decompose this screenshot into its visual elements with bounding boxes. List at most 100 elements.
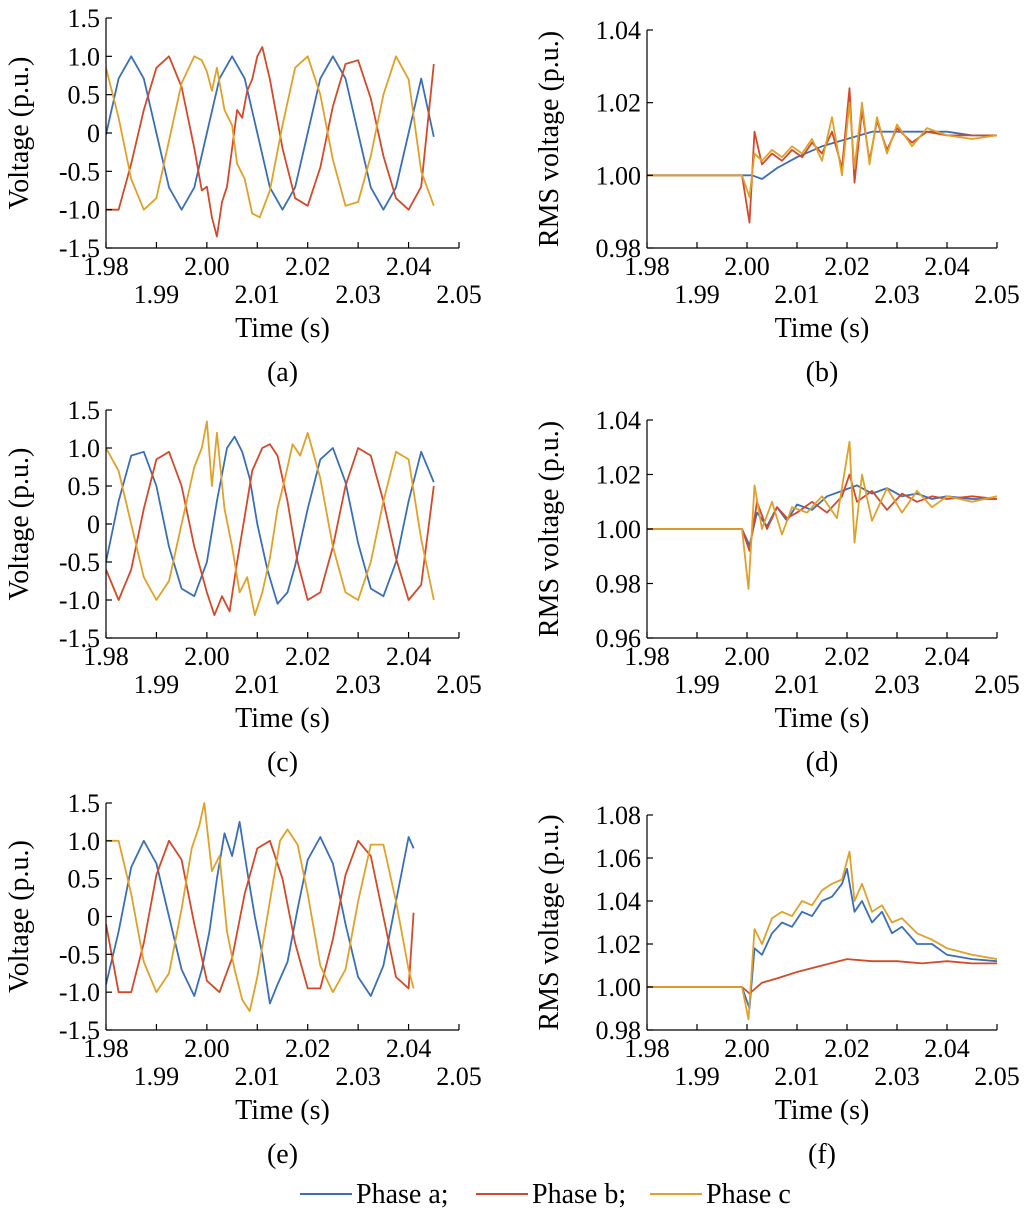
x-tick-label-upper-c-3: 2.04	[386, 642, 432, 671]
x-tick-label-lower-f-3: 2.05	[974, 1062, 1020, 1091]
x-axis-label-c: Time (s)	[235, 703, 330, 734]
x-tick-label-lower-a-0: 1.99	[134, 280, 180, 309]
x-tick-label-upper-e-1: 2.00	[184, 1034, 230, 1063]
series-line-phase-b-d	[647, 473, 997, 552]
y-tick-label-e-6: -1.5	[59, 1016, 100, 1045]
x-tick-label-upper-f-1: 2.00	[724, 1034, 770, 1063]
x-tick-label-lower-b-2: 2.03	[874, 280, 920, 309]
y-tick-label-d-0: 1.04	[596, 406, 642, 435]
series-group-a	[106, 46, 435, 238]
x-tick-label-lower-b-3: 2.05	[974, 280, 1020, 309]
x-tick-label-lower-d-0: 1.99	[674, 670, 720, 699]
x-tick-label-upper-d-0: 1.98	[624, 642, 670, 671]
y-tick-label-a-5: -1.0	[59, 196, 100, 225]
series-line-phase-b-b	[647, 87, 997, 224]
x-tick-label-lower-f-2: 2.03	[874, 1062, 920, 1091]
series-line-phase-c-b	[647, 101, 997, 199]
panel-f: 1.08 1.06 1.04 1.02 1.00 0.981.98 2.00 2.02 2.04…	[534, 801, 1020, 1170]
y-tick-label-a-6: -1.5	[59, 234, 100, 263]
y-tick-label-b-1: 1.02	[596, 89, 642, 118]
series-line-phase-b-c	[106, 443, 435, 617]
y-tick-label-c-0: 1.5	[68, 396, 101, 425]
y-tick-label-c-2: 0.5	[68, 472, 101, 501]
legend-label-phase-b: Phase b;	[532, 1179, 626, 1210]
x-tick-label-upper-b-2: 2.02	[824, 252, 870, 281]
x-tick-label-lower-e-1: 2.01	[235, 1062, 281, 1091]
x-tick-label-upper-b-1: 2.00	[724, 252, 770, 281]
x-tick-label-upper-e-3: 2.04	[386, 1034, 432, 1063]
panel-label-e: (e)	[267, 1139, 298, 1170]
legend: Phase a; Phase b; Phase c	[300, 1179, 791, 1210]
x-tick-label-lower-e-3: 2.05	[436, 1062, 482, 1091]
x-tick-label-lower-a-2: 2.03	[335, 280, 381, 309]
y-axis-label-f: RMS voltage (p.u.)	[534, 814, 565, 1030]
x-tick-label-upper-c-2: 2.02	[285, 642, 331, 671]
panel-d: 1.04 1.02 1.00 0.98 0.961.98 2.00 2.02 2.04 1.99…	[534, 406, 1020, 778]
y-axis-label-b: RMS voltage (p.u.)	[534, 31, 565, 247]
y-tick-label-d-4: 0.96	[596, 624, 642, 653]
y-tick-label-c-4: -0.5	[59, 548, 100, 577]
panel-a: 1.5 1.0 0.5 0 -0.5 -1.0 -1.51.98 2.00 2.02 2.04 1.…	[4, 4, 482, 388]
x-tick-label-lower-d-3: 2.05	[974, 670, 1020, 699]
legend-label-phase-a: Phase a;	[356, 1179, 449, 1210]
x-tick-label-lower-c-3: 2.05	[436, 670, 482, 699]
y-tick-label-a-3: 0	[87, 119, 100, 148]
y-tick-label-c-3: 0	[87, 510, 100, 539]
x-axis-label-b: Time (s)	[775, 313, 870, 344]
x-tick-label-lower-b-0: 1.99	[674, 280, 720, 309]
series-line-phase-c-c	[106, 420, 435, 617]
series-group-d	[647, 440, 997, 590]
y-tick-label-e-2: 0.5	[68, 865, 101, 894]
series-line-phase-a-f	[647, 867, 997, 1010]
y-tick-label-f-2: 1.04	[596, 887, 642, 916]
series-line-phase-b-f	[647, 958, 997, 995]
x-tick-label-lower-a-3: 2.05	[436, 280, 482, 309]
x-tick-label-upper-e-0: 1.98	[83, 1034, 129, 1063]
panel-label-a: (a)	[267, 357, 298, 388]
x-tick-label-lower-c-2: 2.03	[335, 670, 381, 699]
y-tick-label-a-1: 1.0	[68, 42, 101, 71]
y-tick-label-f-0: 1.08	[596, 801, 642, 830]
series-line-phase-a-c	[106, 435, 435, 605]
x-tick-label-upper-f-2: 2.02	[824, 1034, 870, 1063]
y-tick-label-b-2: 1.00	[596, 161, 642, 190]
x-tick-label-upper-c-1: 2.00	[184, 642, 230, 671]
legend-label-phase-c: Phase c	[706, 1179, 791, 1210]
series-group-c	[106, 420, 435, 617]
y-tick-label-d-2: 1.00	[596, 515, 642, 544]
x-tick-label-upper-d-2: 2.02	[824, 642, 870, 671]
x-tick-label-upper-a-0: 1.98	[83, 252, 129, 281]
x-tick-label-lower-e-2: 2.03	[335, 1062, 381, 1091]
y-tick-label-e-3: 0	[87, 903, 100, 932]
x-tick-label-lower-d-2: 2.03	[874, 670, 920, 699]
series-line-phase-a-b	[647, 130, 997, 180]
x-tick-label-lower-c-0: 1.99	[134, 670, 180, 699]
x-tick-label-upper-a-3: 2.04	[386, 252, 432, 281]
series-line-phase-c-e	[106, 802, 415, 1012]
x-axis-label-d: Time (s)	[775, 703, 870, 734]
panels-group: 1.51.00.50-0.5-1.0-1.51.98 2.00 2.02 2.041.…	[4, 4, 1020, 1170]
x-tick-label-lower-a-1: 2.01	[235, 280, 281, 309]
panel-c: 1.5 1.0 0.5 0 -0.5 -1.0 -1.51.98 2.00 2.02 2.04 1.…	[4, 396, 482, 778]
y-axis-label-d: RMS voltage (p.u.)	[534, 421, 565, 637]
series-line-phase-a-e	[106, 821, 415, 1005]
y-tick-label-f-4: 1.00	[596, 973, 642, 1002]
y-tick-label-c-5: -1.0	[59, 586, 100, 615]
x-tick-label-upper-b-3: 2.04	[924, 252, 970, 281]
y-tick-label-e-5: -1.0	[59, 978, 100, 1007]
y-tick-label-a-0: 1.5	[68, 4, 101, 33]
x-tick-label-lower-e-0: 1.99	[134, 1062, 180, 1091]
y-tick-label-d-1: 1.02	[596, 461, 642, 490]
series-group-b	[647, 87, 997, 224]
x-axis-label-f: Time (s)	[775, 1095, 870, 1126]
x-tick-label-upper-c-0: 1.98	[83, 642, 129, 671]
panel-label-d: (d)	[806, 747, 839, 778]
series-line-phase-c-d	[647, 440, 997, 590]
x-tick-label-lower-d-1: 2.01	[774, 670, 820, 699]
panel-label-c: (c)	[267, 747, 298, 778]
y-tick-label-f-3: 1.02	[596, 930, 642, 959]
y-tick-label-a-2: 0.5	[68, 81, 101, 110]
y-axis-label-e: Voltage (p.u.)	[4, 840, 35, 993]
x-tick-label-upper-f-0: 1.98	[624, 1034, 670, 1063]
